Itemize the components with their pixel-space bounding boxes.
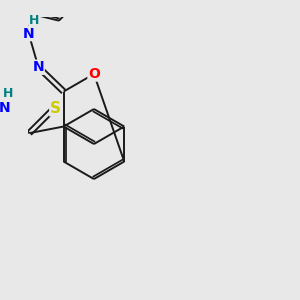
Text: H: H (29, 14, 39, 27)
Text: H: H (3, 87, 14, 100)
Text: N: N (0, 101, 10, 116)
Text: N: N (33, 60, 44, 74)
Text: O: O (88, 67, 100, 81)
Text: N: N (23, 27, 34, 40)
Text: S: S (50, 101, 61, 116)
